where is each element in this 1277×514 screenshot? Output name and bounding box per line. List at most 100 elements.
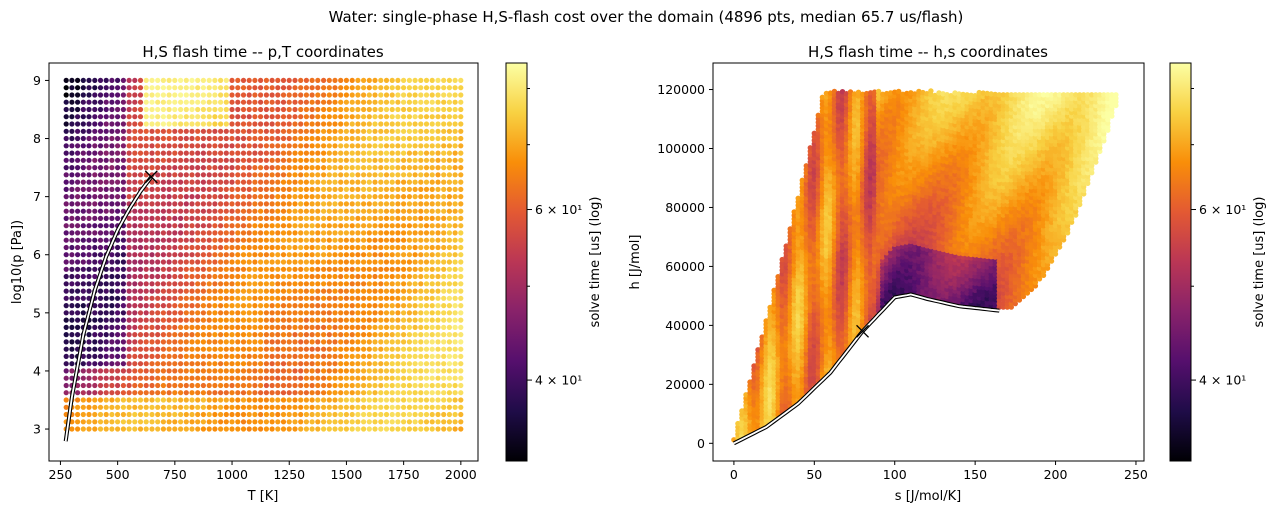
pt-scatter-point xyxy=(263,77,269,83)
pt-scatter-point xyxy=(200,426,206,432)
pt-scatter-point xyxy=(137,172,144,178)
pt-scatter-point xyxy=(321,259,327,265)
pt-scatter-point xyxy=(86,99,92,105)
pt-scatter-point xyxy=(149,92,155,98)
pt-scatter-point xyxy=(435,361,441,367)
pt-scatter-point xyxy=(446,339,452,345)
pt-scatter-point xyxy=(441,368,447,374)
pt-scatter-point xyxy=(395,179,401,185)
pt-scatter-point xyxy=(321,404,327,410)
pt-scatter-point xyxy=(69,92,75,98)
pt-scatter-point xyxy=(160,92,166,98)
left-scatter-points xyxy=(63,77,464,432)
pt-scatter-point xyxy=(103,368,109,374)
pt-scatter-point xyxy=(309,346,315,352)
pt-scatter-point xyxy=(429,273,435,280)
pt-scatter-point xyxy=(132,157,138,163)
pt-scatter-point xyxy=(423,332,430,338)
pt-scatter-point xyxy=(109,121,115,127)
pt-scatter-point xyxy=(383,295,390,301)
pt-scatter-point xyxy=(423,303,430,309)
pt-scatter-point xyxy=(200,259,206,265)
pt-scatter-point xyxy=(63,382,69,389)
pt-scatter-point xyxy=(429,281,435,287)
pt-scatter-point xyxy=(149,135,155,142)
pt-scatter-point xyxy=(212,273,218,280)
pt-scatter-point xyxy=(246,165,252,171)
pt-scatter-point xyxy=(240,85,247,91)
pt-scatter-point xyxy=(263,368,269,374)
pt-scatter-point xyxy=(258,179,264,185)
pt-scatter-point xyxy=(120,368,126,374)
pt-scatter-point xyxy=(383,346,390,352)
pt-scatter-point xyxy=(195,411,201,418)
pt-scatter-point xyxy=(235,375,241,381)
left-chart-title: H,S flash time -- p,T coordinates xyxy=(142,43,384,61)
pt-scatter-point xyxy=(92,332,98,338)
pt-scatter-point xyxy=(258,172,264,178)
pt-scatter-point xyxy=(189,397,195,403)
pt-scatter-point xyxy=(446,244,452,251)
pt-scatter-point xyxy=(155,310,161,316)
pt-scatter-point xyxy=(178,230,184,236)
pt-scatter-point xyxy=(143,135,149,142)
pt-scatter-point xyxy=(263,135,269,142)
pt-scatter-point xyxy=(355,114,361,120)
pt-scatter-point xyxy=(441,223,447,229)
pt-scatter-point xyxy=(132,273,138,280)
pt-scatter-point xyxy=(178,375,184,381)
pt-scatter-point xyxy=(80,295,86,301)
pt-scatter-point xyxy=(160,121,166,127)
pt-scatter-point xyxy=(200,165,206,171)
pt-scatter-point xyxy=(240,215,247,221)
pt-scatter-point xyxy=(269,332,275,338)
pt-scatter-point xyxy=(212,121,218,127)
pt-scatter-point xyxy=(235,281,241,287)
pt-scatter-point xyxy=(240,244,247,251)
pt-scatter-point xyxy=(166,390,172,396)
pt-scatter-point xyxy=(183,310,189,316)
pt-scatter-point xyxy=(343,215,349,221)
pt-scatter-point xyxy=(292,353,298,359)
pt-scatter-point xyxy=(401,368,407,374)
pt-scatter-point xyxy=(178,281,184,287)
pt-scatter-point xyxy=(452,128,458,134)
pt-scatter-point xyxy=(92,353,98,359)
pt-scatter-point xyxy=(223,165,229,171)
pt-scatter-point xyxy=(326,244,332,251)
pt-scatter-point xyxy=(240,172,247,178)
pt-scatter-point xyxy=(423,324,430,330)
pt-scatter-point xyxy=(401,85,407,91)
pt-scatter-point xyxy=(338,382,344,389)
pt-scatter-point xyxy=(263,230,269,236)
pt-scatter-point xyxy=(446,390,452,396)
pt-scatter-point xyxy=(109,85,115,91)
pt-scatter-point xyxy=(69,85,75,91)
pt-scatter-point xyxy=(361,281,367,287)
pt-scatter-point xyxy=(115,259,121,265)
pt-scatter-point xyxy=(435,324,441,330)
pt-scatter-point xyxy=(423,419,430,425)
pt-scatter-point xyxy=(166,223,172,229)
pt-scatter-point xyxy=(343,259,349,265)
pt-scatter-point xyxy=(189,339,195,345)
pt-scatter-point xyxy=(269,157,275,163)
pt-scatter-point xyxy=(229,237,235,243)
pt-scatter-point xyxy=(258,143,264,149)
pt-scatter-point xyxy=(355,426,361,432)
pt-scatter-point xyxy=(212,368,218,374)
pt-scatter-point xyxy=(349,252,355,258)
pt-scatter-point xyxy=(178,317,184,323)
pt-scatter-point xyxy=(298,121,304,127)
pt-scatter-point xyxy=(429,194,435,200)
y-tick-label: 6 xyxy=(33,247,41,262)
left-y-axis-label: log10(p [Pa]) xyxy=(10,220,25,304)
pt-scatter-point xyxy=(343,288,349,294)
pt-scatter-point xyxy=(246,150,252,156)
pt-scatter-point xyxy=(143,194,149,200)
pt-scatter-point xyxy=(240,390,247,396)
pt-scatter-point xyxy=(298,172,304,178)
pt-scatter-point xyxy=(280,201,287,207)
pt-scatter-point xyxy=(218,273,224,280)
pt-scatter-point xyxy=(366,288,372,294)
